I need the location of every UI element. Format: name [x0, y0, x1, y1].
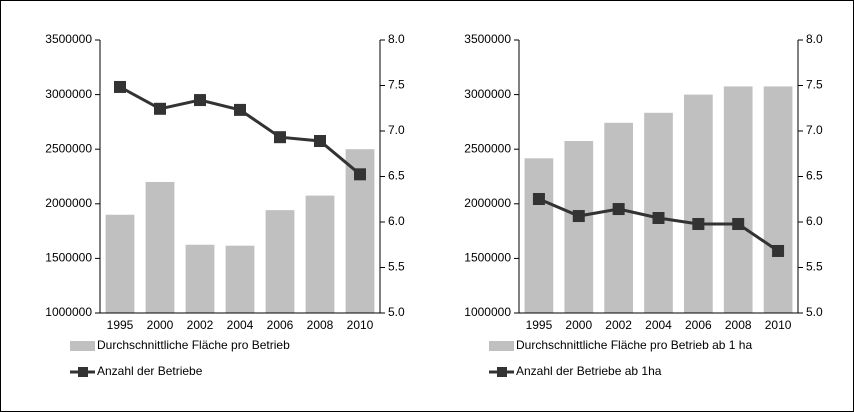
marker	[274, 131, 286, 144]
marker	[354, 168, 366, 181]
y2-tick-label: 5.5	[388, 260, 405, 274]
y2-tick-label: 7.5	[806, 78, 823, 92]
y2-tick-label: 6.0	[806, 214, 823, 228]
x-tick-label: 2004	[645, 318, 672, 332]
bar	[105, 214, 135, 313]
x-tick-label: 2002	[605, 318, 632, 332]
bar	[524, 158, 554, 313]
legend-marker	[497, 367, 507, 377]
y-tick-label: 1000000	[464, 305, 511, 319]
y-tick-label: 1000000	[45, 305, 92, 319]
y2-tick-label: 7.0	[806, 123, 823, 137]
y2-tick-label: 6.5	[388, 169, 405, 183]
legend-label: Anzahl der Betriebe	[97, 364, 203, 378]
legend-label: Anzahl der Betriebe ab 1ha	[516, 364, 662, 378]
marker	[772, 244, 785, 257]
y2-tick-label: 5.0	[806, 305, 823, 319]
y2-tick-label: 6.5	[806, 169, 823, 183]
bar	[723, 86, 753, 313]
marker	[572, 210, 585, 223]
marker	[194, 94, 206, 107]
marker	[532, 192, 545, 205]
bar	[265, 210, 295, 313]
bar	[145, 181, 175, 313]
y2-tick-label: 6.0	[388, 214, 405, 228]
x-tick-label: 2006	[685, 318, 712, 332]
y-tick-label: 1500000	[464, 251, 511, 265]
marker	[692, 218, 705, 231]
bar	[564, 141, 594, 313]
x-tick-label: 2010	[765, 318, 792, 332]
marker	[612, 203, 625, 216]
marker	[234, 103, 246, 116]
x-tick-label: 2000	[147, 318, 174, 332]
x-tick-label: 1995	[107, 318, 134, 332]
y2-tick-label: 8.0	[388, 32, 405, 46]
y2-tick-label: 8.0	[806, 32, 823, 46]
x-tick-label: 1995	[526, 318, 553, 332]
legend-label: Durchschnittliche Fläche pro Betrieb ab …	[516, 338, 752, 352]
marker	[732, 218, 745, 231]
y-tick-label: 2500000	[464, 141, 511, 155]
y2-tick-label: 7.5	[388, 78, 405, 92]
bar	[604, 122, 633, 313]
bar	[763, 86, 793, 313]
y-tick-label: 2500000	[45, 141, 92, 155]
x-tick-label: 2002	[187, 318, 214, 332]
marker	[114, 80, 126, 93]
marker	[652, 211, 665, 224]
x-tick-label: 2008	[307, 318, 334, 332]
x-tick-label: 2000	[565, 318, 592, 332]
x-tick-label: 2004	[227, 318, 254, 332]
bar	[185, 244, 215, 313]
x-tick-label: 2006	[267, 318, 294, 332]
y-tick-label: 2000000	[464, 196, 511, 210]
x-tick-label: 2010	[347, 318, 374, 332]
y-tick-label: 3000000	[45, 87, 92, 101]
y2-tick-label: 5.5	[806, 260, 823, 274]
bar	[684, 94, 713, 313]
y-tick-label: 3000000	[464, 87, 511, 101]
y2-tick-label: 7.0	[388, 123, 405, 137]
y-tick-label: 1500000	[45, 251, 92, 265]
y2-tick-label: 5.0	[388, 305, 405, 319]
legend-label: Durchschnittliche Fläche pro Betrieb	[97, 338, 290, 352]
y-tick-label: 3500000	[464, 32, 511, 46]
x-tick-label: 2008	[725, 318, 752, 332]
y-tick-label: 3500000	[45, 32, 92, 46]
bar	[225, 245, 255, 313]
legend-marker	[78, 367, 88, 377]
marker	[154, 102, 166, 115]
legend-swatch	[70, 341, 95, 351]
legend-swatch	[489, 341, 514, 351]
marker	[314, 135, 326, 148]
bar	[305, 195, 335, 313]
y-tick-label: 2000000	[45, 196, 92, 210]
